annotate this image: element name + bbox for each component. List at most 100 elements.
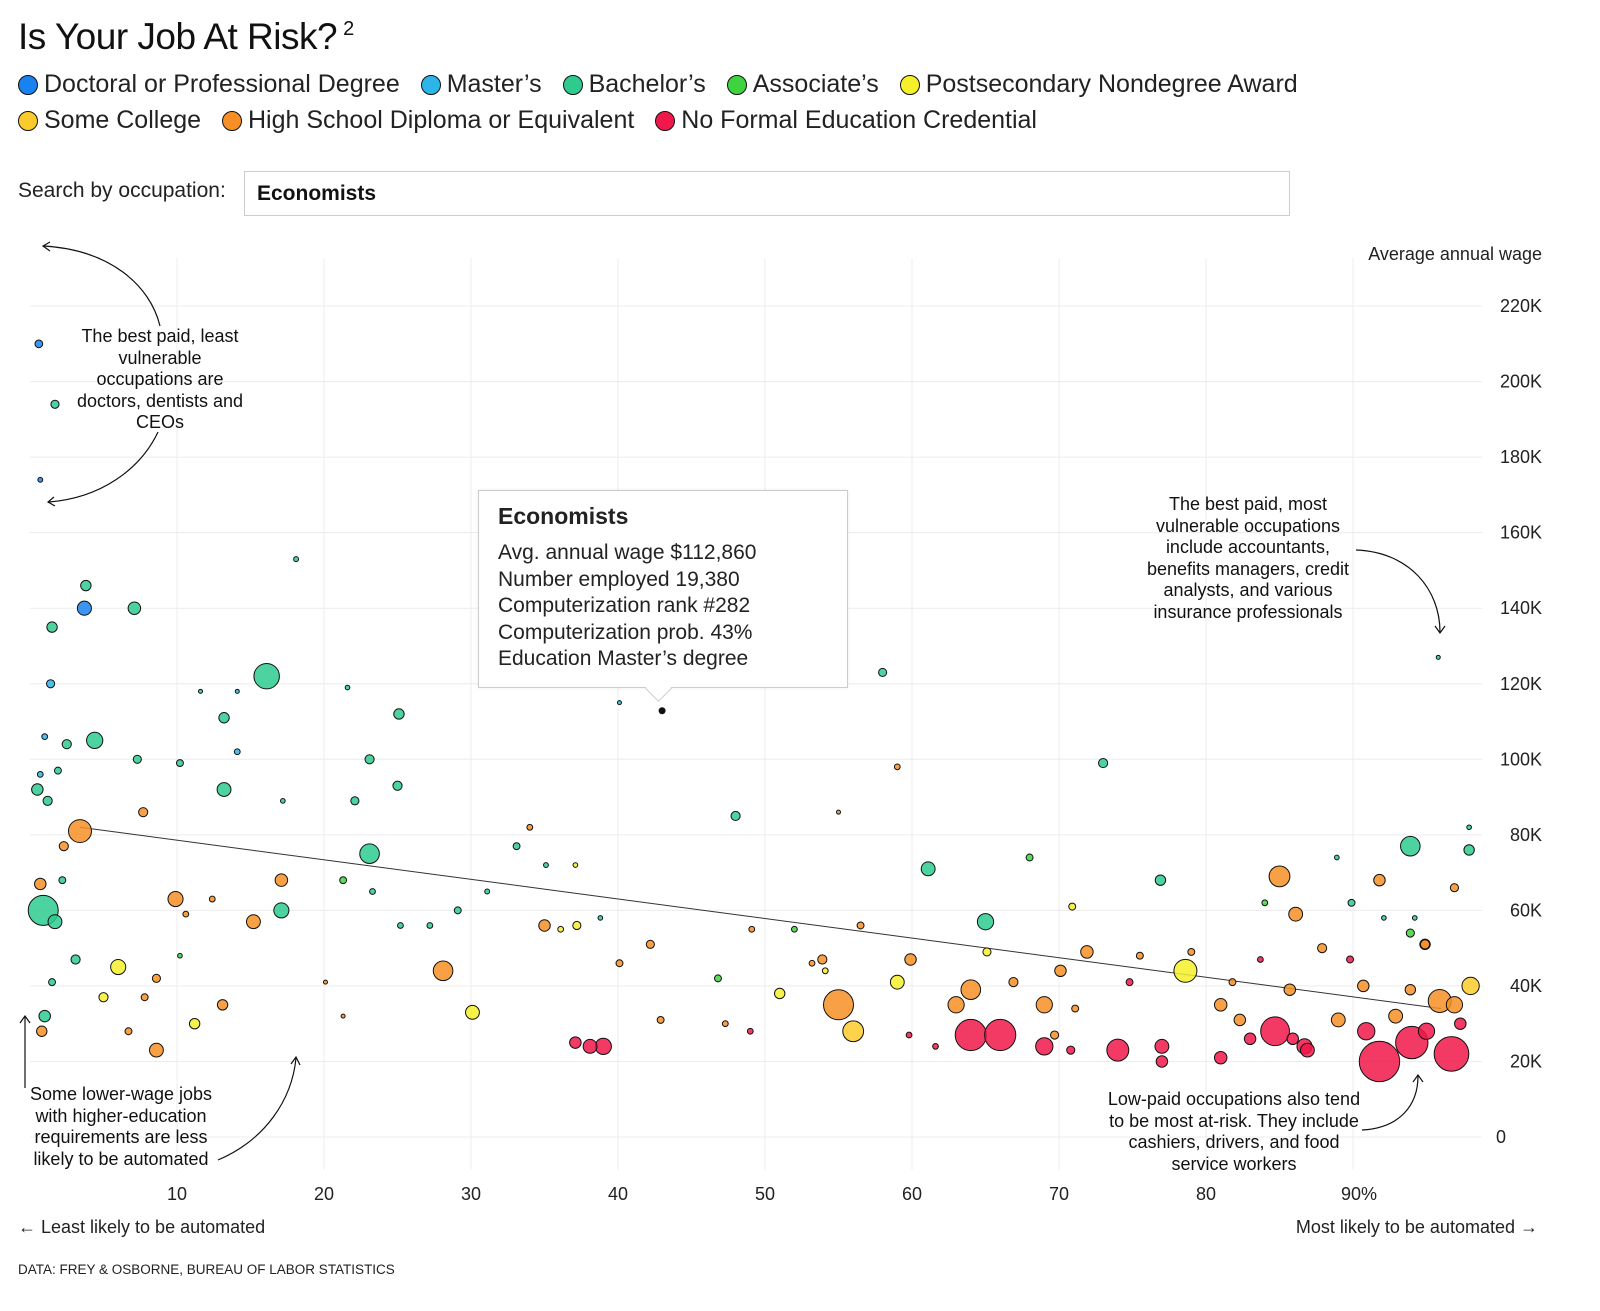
bubble-point[interactable]	[34, 877, 47, 891]
bubble-point[interactable]	[920, 861, 936, 877]
bubble-point[interactable]	[1268, 865, 1291, 888]
bubble-point[interactable]	[364, 754, 375, 765]
bubble-point[interactable]	[1066, 1045, 1076, 1055]
bubble-point[interactable]	[656, 1015, 665, 1024]
bubble-point[interactable]	[1173, 958, 1198, 983]
bubble-point[interactable]	[1025, 853, 1034, 862]
bubble-point[interactable]	[1419, 939, 1431, 950]
bubble-point[interactable]	[1068, 902, 1077, 911]
bubble-point[interactable]	[1213, 1050, 1228, 1065]
bubble-point[interactable]	[36, 771, 44, 778]
bubble-point[interactable]	[1300, 1042, 1315, 1058]
bubble-point[interactable]	[198, 688, 204, 694]
bubble-point[interactable]	[1228, 978, 1237, 987]
bubble-point[interactable]	[1317, 943, 1328, 954]
bubble-point[interactable]	[253, 662, 280, 690]
bubble-point[interactable]	[1286, 1032, 1299, 1046]
bubble-point[interactable]	[982, 947, 992, 957]
bubble-point[interactable]	[889, 974, 905, 990]
highlighted-bubble-economists[interactable]	[658, 707, 666, 715]
bubble-point[interactable]	[42, 795, 53, 806]
bubble-point[interactable]	[526, 823, 534, 831]
bubble-point[interactable]	[359, 843, 380, 865]
bubble-point[interactable]	[1233, 1013, 1247, 1027]
bubble-point[interactable]	[322, 979, 328, 985]
bubble-point[interactable]	[216, 782, 232, 797]
bubble-point[interactable]	[1283, 983, 1297, 996]
bubble-point[interactable]	[1256, 956, 1264, 963]
bubble-point[interactable]	[538, 919, 551, 932]
bubble-point[interactable]	[1381, 915, 1387, 921]
bubble-point[interactable]	[453, 906, 462, 915]
bubble-point[interactable]	[616, 700, 622, 706]
bubble-point[interactable]	[1035, 1037, 1054, 1056]
bubble-point[interactable]	[1243, 1032, 1257, 1046]
bubble-point[interactable]	[1008, 977, 1019, 988]
bubble-point[interactable]	[1288, 906, 1304, 922]
bubble-point[interactable]	[1334, 854, 1340, 861]
bubble-point[interactable]	[246, 914, 261, 930]
bubble-point[interactable]	[182, 910, 190, 918]
bubble-point[interactable]	[234, 688, 240, 694]
bubble-point[interactable]	[36, 1025, 48, 1037]
bubble-point[interactable]	[339, 876, 348, 885]
bubble-point[interactable]	[280, 798, 286, 804]
bubble-point[interactable]	[1461, 976, 1480, 996]
bubble-point[interactable]	[821, 967, 829, 975]
bubble-point[interactable]	[48, 978, 57, 987]
bubble-point[interactable]	[58, 841, 69, 852]
bubble-point[interactable]	[233, 748, 241, 756]
bubble-point[interactable]	[350, 796, 360, 806]
bubble-point[interactable]	[38, 1009, 51, 1023]
bubble-point[interactable]	[1330, 1012, 1346, 1028]
bubble-point[interactable]	[1449, 883, 1459, 893]
bubble-point[interactable]	[1260, 1016, 1290, 1047]
bubble-point[interactable]	[1411, 915, 1418, 921]
bubble-point[interactable]	[37, 476, 44, 483]
bubble-point[interactable]	[1071, 1004, 1080, 1013]
bubble-point[interactable]	[1080, 945, 1094, 959]
bubble-point[interactable]	[148, 1042, 164, 1058]
bubble-point[interactable]	[594, 1037, 612, 1055]
bubble-point[interactable]	[904, 953, 917, 966]
bubble-point[interactable]	[369, 888, 376, 895]
bubble-point[interactable]	[1154, 874, 1167, 886]
bubble-point[interactable]	[1463, 844, 1475, 856]
bubble-point[interactable]	[543, 862, 549, 869]
bubble-point[interactable]	[127, 601, 142, 615]
bubble-point[interactable]	[954, 1018, 987, 1052]
bubble-point[interactable]	[905, 1031, 913, 1039]
bubble-point[interactable]	[70, 954, 81, 965]
bubble-point[interactable]	[1435, 654, 1441, 660]
bubble-point[interactable]	[86, 731, 104, 750]
bubble-point[interactable]	[31, 783, 44, 796]
bubble-point[interactable]	[1261, 899, 1269, 907]
bubble-point[interactable]	[1357, 979, 1370, 993]
bubble-point[interactable]	[597, 915, 604, 921]
bubble-point[interactable]	[1050, 1030, 1060, 1040]
bubble-point[interactable]	[80, 579, 92, 592]
bubble-point[interactable]	[393, 708, 405, 720]
bubble-point[interactable]	[1373, 873, 1386, 887]
bubble-point[interactable]	[1358, 1040, 1401, 1083]
bubble-point[interactable]	[76, 600, 92, 616]
bubble-point[interactable]	[344, 684, 351, 691]
bubble-point[interactable]	[721, 1020, 729, 1028]
bubble-point[interactable]	[46, 679, 56, 689]
bubble-point[interactable]	[340, 1013, 346, 1019]
bubble-point[interactable]	[730, 810, 741, 822]
bubble-point[interactable]	[1357, 1022, 1376, 1041]
bubble-point[interactable]	[1454, 1017, 1467, 1030]
bubble-point[interactable]	[46, 621, 58, 633]
bubble-point[interactable]	[177, 952, 183, 959]
bubble-point[interactable]	[615, 959, 624, 968]
bubble-point[interactable]	[53, 766, 62, 775]
bubble-point[interactable]	[808, 959, 816, 967]
bubble-point[interactable]	[512, 842, 521, 851]
bubble-point[interactable]	[216, 999, 229, 1011]
bubble-point[interactable]	[836, 809, 841, 815]
bubble-point[interactable]	[140, 993, 149, 1002]
bubble-point[interactable]	[167, 890, 184, 908]
bubble-point[interactable]	[175, 759, 184, 768]
bubble-point[interactable]	[1346, 955, 1355, 964]
